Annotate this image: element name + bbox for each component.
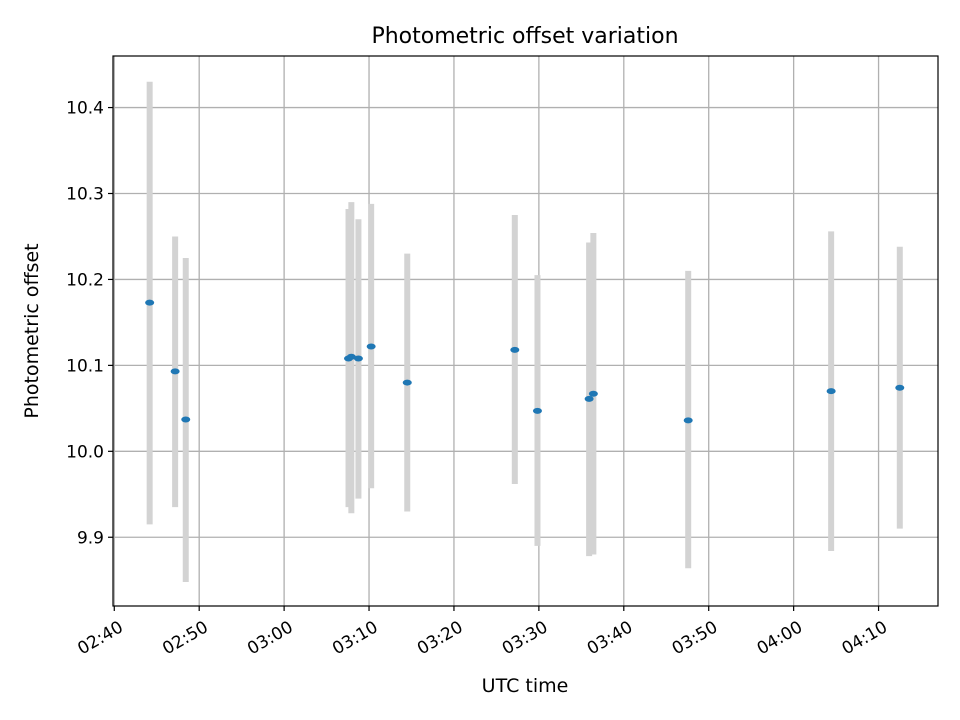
data-point (402, 379, 412, 386)
grid (113, 56, 938, 606)
y-axis-label: Photometric offset (21, 243, 43, 418)
y-ticks: 9.9 10.0 10.1 10.2 10.3 10.4 (66, 99, 113, 548)
y-tick-label: 10.1 (66, 356, 104, 376)
y-tick-label: 10.0 (66, 442, 104, 462)
data-point (346, 353, 356, 360)
data-point (366, 343, 376, 350)
chart-title: Photometric offset variation (371, 24, 678, 49)
data-point (145, 299, 155, 306)
y-tick-label: 10.2 (66, 270, 104, 290)
data-point (181, 416, 191, 423)
data-point (510, 346, 520, 353)
y-tick-label: 10.3 (66, 185, 104, 205)
data-point (353, 355, 363, 362)
data-point (170, 368, 180, 375)
data-point (826, 388, 836, 395)
data-point (584, 395, 594, 402)
data-point (588, 390, 598, 397)
x-axis-label: UTC time (482, 675, 569, 697)
data-points (145, 299, 905, 424)
data-point (895, 384, 905, 391)
y-tick-label: 9.9 (77, 528, 104, 548)
y-tick-label: 10.4 (66, 99, 104, 119)
data-point (532, 407, 542, 414)
plot-frame (112, 55, 939, 607)
data-point (683, 417, 693, 424)
